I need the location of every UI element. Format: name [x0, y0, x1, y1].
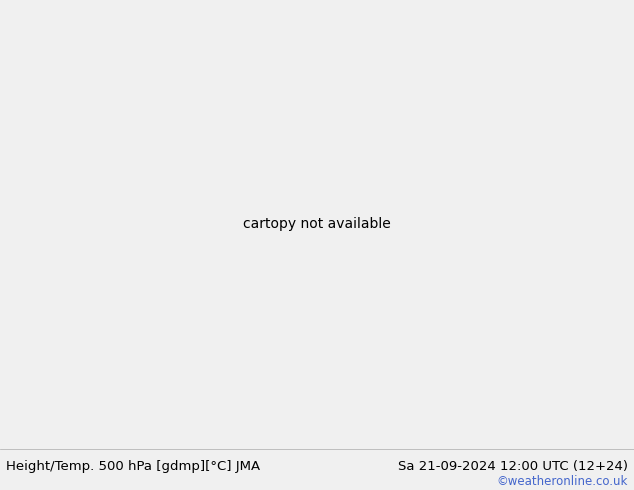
Text: Sa 21-09-2024 12:00 UTC (12+24): Sa 21-09-2024 12:00 UTC (12+24) — [398, 460, 628, 473]
Text: Height/Temp. 500 hPa [gdmp][°C] JMA: Height/Temp. 500 hPa [gdmp][°C] JMA — [6, 460, 261, 473]
Text: cartopy not available: cartopy not available — [243, 217, 391, 231]
Text: ©weatheronline.co.uk: ©weatheronline.co.uk — [496, 475, 628, 488]
